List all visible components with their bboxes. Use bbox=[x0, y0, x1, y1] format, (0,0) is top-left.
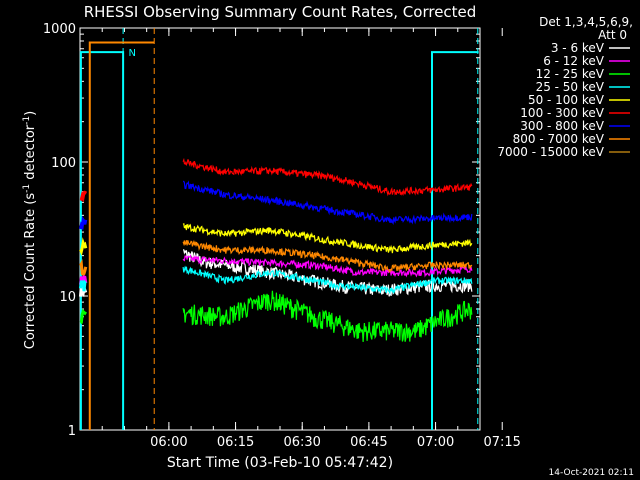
y-axis-label-tail: detector bbox=[23, 124, 38, 184]
x-tick-label: 07:00 bbox=[417, 435, 454, 450]
series-line bbox=[183, 180, 473, 226]
series-line bbox=[182, 222, 473, 254]
y-axis-label: Corrected Count Rate (s-1 detector-1) bbox=[22, 111, 38, 349]
legend-header-line2: Att 0 bbox=[598, 28, 627, 42]
y-axis-label-exp2: -1 bbox=[22, 116, 32, 125]
x-axis-label: Start Time (03-Feb-10 05:47:42) bbox=[167, 455, 393, 471]
series-line-pre bbox=[79, 308, 88, 325]
legend-entry-label: 800 - 7000 keV bbox=[513, 132, 605, 146]
x-tick-label: 06:45 bbox=[350, 435, 387, 450]
flag-orange bbox=[88, 41, 155, 430]
series-line-pre bbox=[78, 279, 87, 292]
flag-label-n: N bbox=[128, 48, 135, 59]
x-tick-label: 07:15 bbox=[483, 435, 520, 450]
series-line bbox=[182, 265, 473, 295]
y-tick-label: 1000 bbox=[43, 22, 76, 37]
y-axis-label-exp: -1 bbox=[22, 184, 32, 193]
series-line bbox=[182, 239, 473, 274]
series-line bbox=[182, 157, 473, 197]
y-tick-label: 10 bbox=[59, 290, 76, 305]
chart-title: RHESSI Observing Summary Count Rates, Co… bbox=[84, 3, 477, 21]
timestamp: 14-Oct-2021 02:11 bbox=[549, 468, 634, 478]
legend-entry-label: 25 - 50 keV bbox=[536, 80, 605, 94]
series-line bbox=[182, 290, 473, 342]
legend-entry-label: 7000 - 15000 keV bbox=[497, 145, 604, 159]
plot-area: 1 10 100 1000 06:00 06:15 06:30 06:45 07:00 07:15… bbox=[43, 22, 521, 450]
legend-entry-label: 50 - 100 keV bbox=[528, 93, 605, 107]
x-tick-label: 06:00 bbox=[150, 435, 187, 450]
y-axis-label-end: ) bbox=[23, 111, 38, 116]
legend-entry-label: 3 - 6 keV bbox=[551, 41, 605, 55]
series-line-pre bbox=[79, 237, 88, 256]
y-axis-label-main: Corrected Count Rate (s bbox=[23, 193, 38, 350]
legend-header-line1: Det 1,3,4,5,6,9, bbox=[539, 15, 633, 29]
y-tick-label: 1 bbox=[68, 424, 76, 439]
series-line-pre bbox=[79, 258, 88, 276]
series-line-pre bbox=[79, 190, 88, 203]
legend-entry-label: 12 - 25 keV bbox=[536, 67, 605, 81]
x-tick-label: 06:15 bbox=[217, 435, 254, 450]
flag-cyan-2 bbox=[431, 51, 479, 430]
series-line-pre bbox=[78, 215, 88, 231]
legend-entry-label: 300 - 800 keV bbox=[520, 119, 604, 133]
legend-entry-label: 100 - 300 keV bbox=[520, 106, 604, 120]
x-tick-label: 06:30 bbox=[283, 435, 320, 450]
series-line bbox=[182, 254, 473, 278]
legend-entry-label: 6 - 12 keV bbox=[543, 54, 605, 68]
y-tick-label: 100 bbox=[51, 156, 76, 171]
